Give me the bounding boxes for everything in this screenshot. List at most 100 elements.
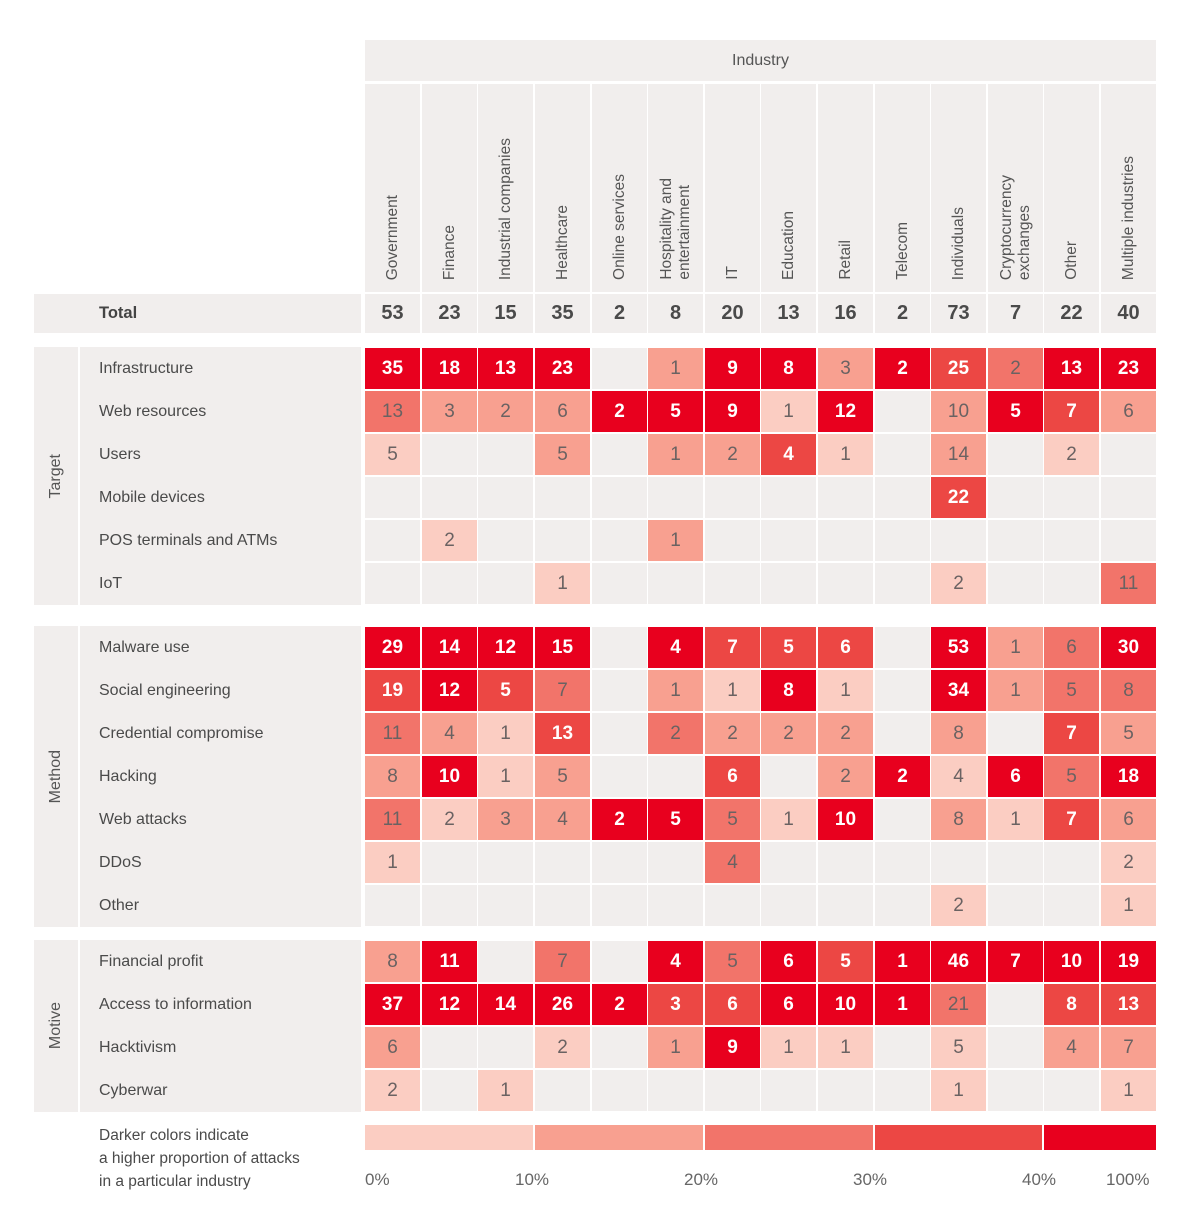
heat-cell: 5 — [988, 391, 1043, 432]
row-label: Cyberwar — [80, 1069, 361, 1112]
heat-cell: 4 — [931, 756, 986, 797]
empty-cell — [535, 1070, 590, 1111]
heat-cell: 2 — [931, 563, 986, 604]
heat-cell: 1 — [648, 434, 703, 475]
empty-cell — [875, 885, 930, 926]
heat-cell: 1 — [761, 799, 816, 840]
heat-cell: 3 — [648, 984, 703, 1025]
heat-cell: 2 — [1101, 842, 1156, 883]
row-label: Hacking — [80, 755, 361, 798]
empty-cell — [592, 563, 647, 604]
empty-cell — [592, 670, 647, 711]
empty-cell — [818, 563, 873, 604]
heat-cell: 2 — [818, 756, 873, 797]
column-header: Individuals — [931, 84, 986, 292]
heat-cell: 23 — [535, 348, 590, 389]
column-header-label: Finance — [440, 224, 458, 280]
empty-cell — [535, 885, 590, 926]
heat-cell: 1 — [478, 756, 533, 797]
column-header-label: Healthcare — [553, 205, 571, 280]
empty-cell — [648, 885, 703, 926]
heat-cell: 7 — [535, 941, 590, 982]
group-label-text: Target — [47, 453, 64, 499]
industry-header: Industry — [365, 40, 1156, 81]
empty-cell — [875, 799, 930, 840]
heat-cell: 6 — [1101, 391, 1156, 432]
empty-cell — [592, 756, 647, 797]
empty-cell — [422, 842, 477, 883]
empty-cell — [818, 520, 873, 561]
empty-cell — [988, 885, 1043, 926]
heat-cell: 2 — [818, 713, 873, 754]
empty-cell — [365, 477, 420, 518]
heat-cell: 6 — [761, 984, 816, 1025]
heat-cell: 4 — [761, 434, 816, 475]
group-label-text: Motive — [47, 1002, 64, 1050]
heat-cell: 1 — [818, 434, 873, 475]
heat-cell: 1 — [535, 563, 590, 604]
total-value: 53 — [365, 294, 420, 333]
heat-cell: 5 — [705, 799, 760, 840]
heat-cell: 13 — [1044, 348, 1099, 389]
heat-cell: 5 — [535, 756, 590, 797]
heat-cell: 5 — [761, 627, 816, 668]
heat-cell: 5 — [1101, 713, 1156, 754]
empty-cell — [1044, 842, 1099, 883]
empty-cell — [1044, 1070, 1099, 1111]
group-label-text: Method — [47, 749, 64, 804]
empty-cell — [592, 842, 647, 883]
heat-cell: 7 — [705, 627, 760, 668]
industry-header-label: Industry — [732, 51, 789, 69]
row-label: Social engineering — [80, 669, 361, 712]
empty-cell — [988, 1027, 1043, 1068]
empty-cell — [648, 756, 703, 797]
empty-cell — [365, 563, 420, 604]
heat-cell: 5 — [818, 941, 873, 982]
heat-cell: 3 — [478, 799, 533, 840]
heat-cell: 8 — [931, 799, 986, 840]
heat-cell: 10 — [931, 391, 986, 432]
empty-cell — [705, 1070, 760, 1111]
empty-cell — [761, 756, 816, 797]
heat-cell: 15 — [535, 627, 590, 668]
empty-cell — [648, 563, 703, 604]
heat-cell: 46 — [931, 941, 986, 982]
column-header: Multiple industries — [1101, 84, 1156, 292]
total-value: 73 — [931, 294, 986, 333]
heat-cell: 6 — [365, 1027, 420, 1068]
heat-cell: 11 — [422, 941, 477, 982]
empty-cell — [1044, 885, 1099, 926]
legend-tick-label: 20% — [684, 1170, 719, 1189]
total-value: 23 — [422, 294, 477, 333]
heat-cell: 5 — [705, 941, 760, 982]
empty-cell — [1044, 520, 1099, 561]
heat-cell: 53 — [931, 627, 986, 668]
heat-cell: 7 — [535, 670, 590, 711]
heat-cell: 12 — [422, 984, 477, 1025]
column-header-label: Hospitality and entertainment — [657, 178, 693, 280]
row-label: IoT — [80, 562, 361, 605]
total-value: 2 — [592, 294, 647, 333]
empty-cell — [478, 434, 533, 475]
heat-cell: 8 — [365, 941, 420, 982]
empty-cell — [592, 941, 647, 982]
heat-cell: 6 — [705, 984, 760, 1025]
column-header: Hospitality and entertainment — [648, 84, 703, 292]
heat-cell: 22 — [931, 477, 986, 518]
heat-cell: 2 — [478, 391, 533, 432]
row-label: Malware use — [80, 626, 361, 669]
empty-cell — [365, 885, 420, 926]
empty-cell — [592, 885, 647, 926]
empty-cell — [592, 1070, 647, 1111]
heat-cell: 1 — [365, 842, 420, 883]
empty-cell — [1044, 477, 1099, 518]
empty-cell — [422, 563, 477, 604]
heat-cell: 35 — [365, 348, 420, 389]
heat-cell: 12 — [422, 670, 477, 711]
empty-cell — [875, 627, 930, 668]
heat-cell: 14 — [931, 434, 986, 475]
empty-cell — [931, 520, 986, 561]
heat-cell: 7 — [1044, 713, 1099, 754]
row-label: Infrastructure — [80, 347, 361, 390]
legend-tick-label: 0% — [365, 1170, 390, 1189]
